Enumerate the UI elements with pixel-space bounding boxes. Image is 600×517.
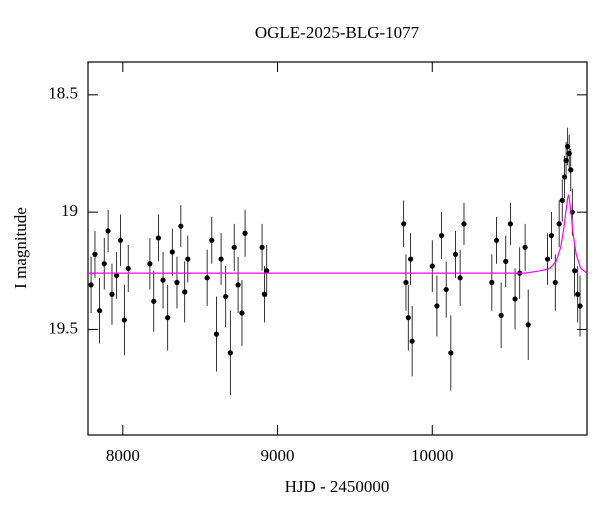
data-point (97, 308, 103, 314)
data-point (105, 228, 111, 234)
data-point (227, 350, 233, 356)
data-point (443, 286, 449, 293)
data-point (117, 237, 124, 243)
chart-title: OGLE-2025-BLG-1077 (255, 23, 420, 42)
data-point (169, 249, 175, 255)
data-point (559, 197, 565, 204)
y-axis-label: I magnitude (11, 207, 30, 289)
data-point (548, 232, 555, 239)
data-point (544, 256, 551, 262)
data-point (121, 317, 127, 323)
data-point (512, 296, 518, 302)
data-point (218, 256, 224, 262)
y-tick-label: 19.5 (48, 318, 78, 337)
data-point (408, 256, 414, 262)
data-point (409, 338, 415, 344)
data-point (165, 315, 171, 321)
data-point (572, 268, 578, 274)
data-point (223, 293, 229, 300)
data-point (88, 282, 94, 288)
data-point (109, 291, 115, 297)
data-point (434, 303, 440, 309)
data-point (147, 261, 153, 267)
data-point (209, 237, 215, 243)
data-point (522, 244, 528, 250)
x-axis-label: HJD - 2450000 (285, 477, 390, 496)
data-point (556, 221, 562, 227)
data-point (489, 279, 495, 286)
data-point (552, 279, 558, 286)
data-point (239, 310, 245, 316)
data-point (525, 322, 531, 328)
x-tick-label: 8000 (106, 446, 140, 465)
data-point (174, 279, 180, 286)
data-point (577, 303, 583, 309)
data-point (242, 230, 248, 236)
data-point (259, 244, 265, 250)
data-point (160, 277, 166, 283)
data-point (261, 291, 267, 297)
data-point (185, 256, 191, 262)
data-point (401, 221, 407, 227)
data-point (575, 291, 581, 297)
plot-frame (87, 61, 588, 436)
data-point (231, 244, 237, 250)
data-point (568, 167, 574, 173)
data-point (448, 350, 454, 356)
data-point (264, 268, 270, 274)
data-point (503, 258, 509, 265)
data-point (213, 331, 220, 337)
data-point (204, 275, 210, 281)
data-point (429, 263, 435, 269)
data-point (452, 251, 459, 257)
data-point (438, 232, 445, 239)
data-point (493, 237, 500, 243)
y-tick-label: 19 (61, 201, 78, 220)
data-point (125, 265, 131, 272)
data-point (461, 221, 467, 227)
data-point (155, 235, 162, 241)
data-point (498, 312, 504, 318)
data-point (101, 261, 107, 267)
data-point (403, 279, 409, 286)
data-point (92, 251, 98, 257)
data-point (405, 315, 411, 321)
data-point (457, 275, 463, 281)
data-point (182, 289, 188, 295)
x-tick-label: 9000 (261, 446, 295, 465)
data-point (114, 272, 120, 279)
x-tick-label: 10000 (411, 446, 454, 465)
data-point (235, 282, 241, 288)
y-tick-label: 18.5 (48, 84, 78, 103)
data-point (151, 298, 157, 304)
data-point (507, 221, 514, 227)
model-curve (88, 193, 588, 274)
data-point (178, 223, 184, 229)
